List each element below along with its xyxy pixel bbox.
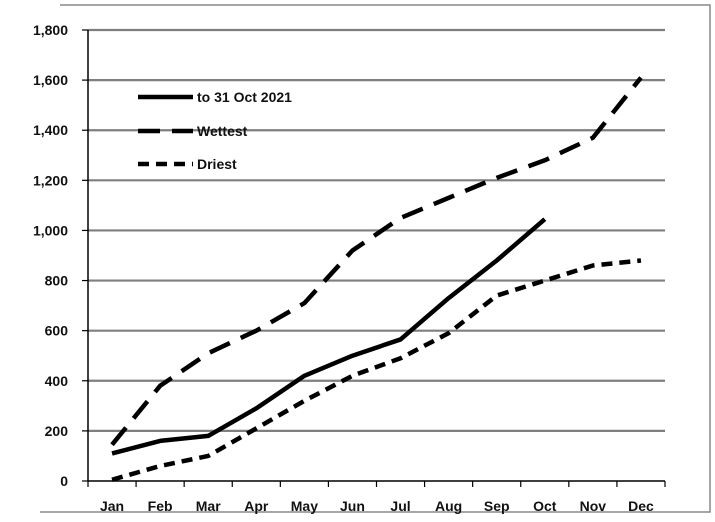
series-lines xyxy=(110,76,643,482)
legend-label: Driest xyxy=(197,156,237,172)
y-tick-label: 0 xyxy=(60,473,68,489)
axes xyxy=(82,29,666,487)
x-tick-label: Jul xyxy=(390,498,410,514)
chart-outer-border xyxy=(40,4,711,513)
x-axis-tick-labels: Jan Feb Mar Apr May Jun Jul Aug Sep Oct Nov Dec xyxy=(100,498,654,514)
y-tick-label: 1,200 xyxy=(33,172,68,188)
x-tick-label: Sep xyxy=(484,498,510,514)
x-tick-label: Aug xyxy=(435,498,462,514)
x-tick-label: Nov xyxy=(580,498,607,514)
y-axis-tick-labels: 0 200 400 600 800 1,000 1,200 1,400 1,600 1,800 xyxy=(33,22,68,489)
y-tick-label: 600 xyxy=(45,323,69,339)
legend-label: Wettest xyxy=(197,123,248,139)
y-tick-label: 400 xyxy=(45,373,69,389)
y-tick-label: 1,800 xyxy=(33,22,68,38)
legend-label: to 31 Oct 2021 xyxy=(197,89,292,105)
x-tick-label: Apr xyxy=(244,498,269,514)
x-tick-label: May xyxy=(291,498,318,514)
x-tick-label: Mar xyxy=(196,498,221,514)
y-tick-label: 1,600 xyxy=(33,72,68,88)
x-tick-label: Feb xyxy=(148,498,173,514)
y-tick-label: 1,400 xyxy=(33,122,68,138)
legend: to 31 Oct 2021 Wettest Driest xyxy=(138,89,292,172)
series-line-long-dash xyxy=(110,76,643,447)
x-tick-label: Oct xyxy=(533,498,557,514)
y-tick-label: 800 xyxy=(45,273,69,289)
x-tick-label: Dec xyxy=(628,498,654,514)
gridlines xyxy=(88,28,665,432)
series-line-solid xyxy=(111,217,547,456)
series-line-short-dash xyxy=(111,258,642,482)
y-tick-label: 1,000 xyxy=(33,222,68,238)
x-tick-label: Jan xyxy=(100,498,124,514)
x-tick-label: Jun xyxy=(340,498,365,514)
y-tick-label: 200 xyxy=(45,423,69,439)
